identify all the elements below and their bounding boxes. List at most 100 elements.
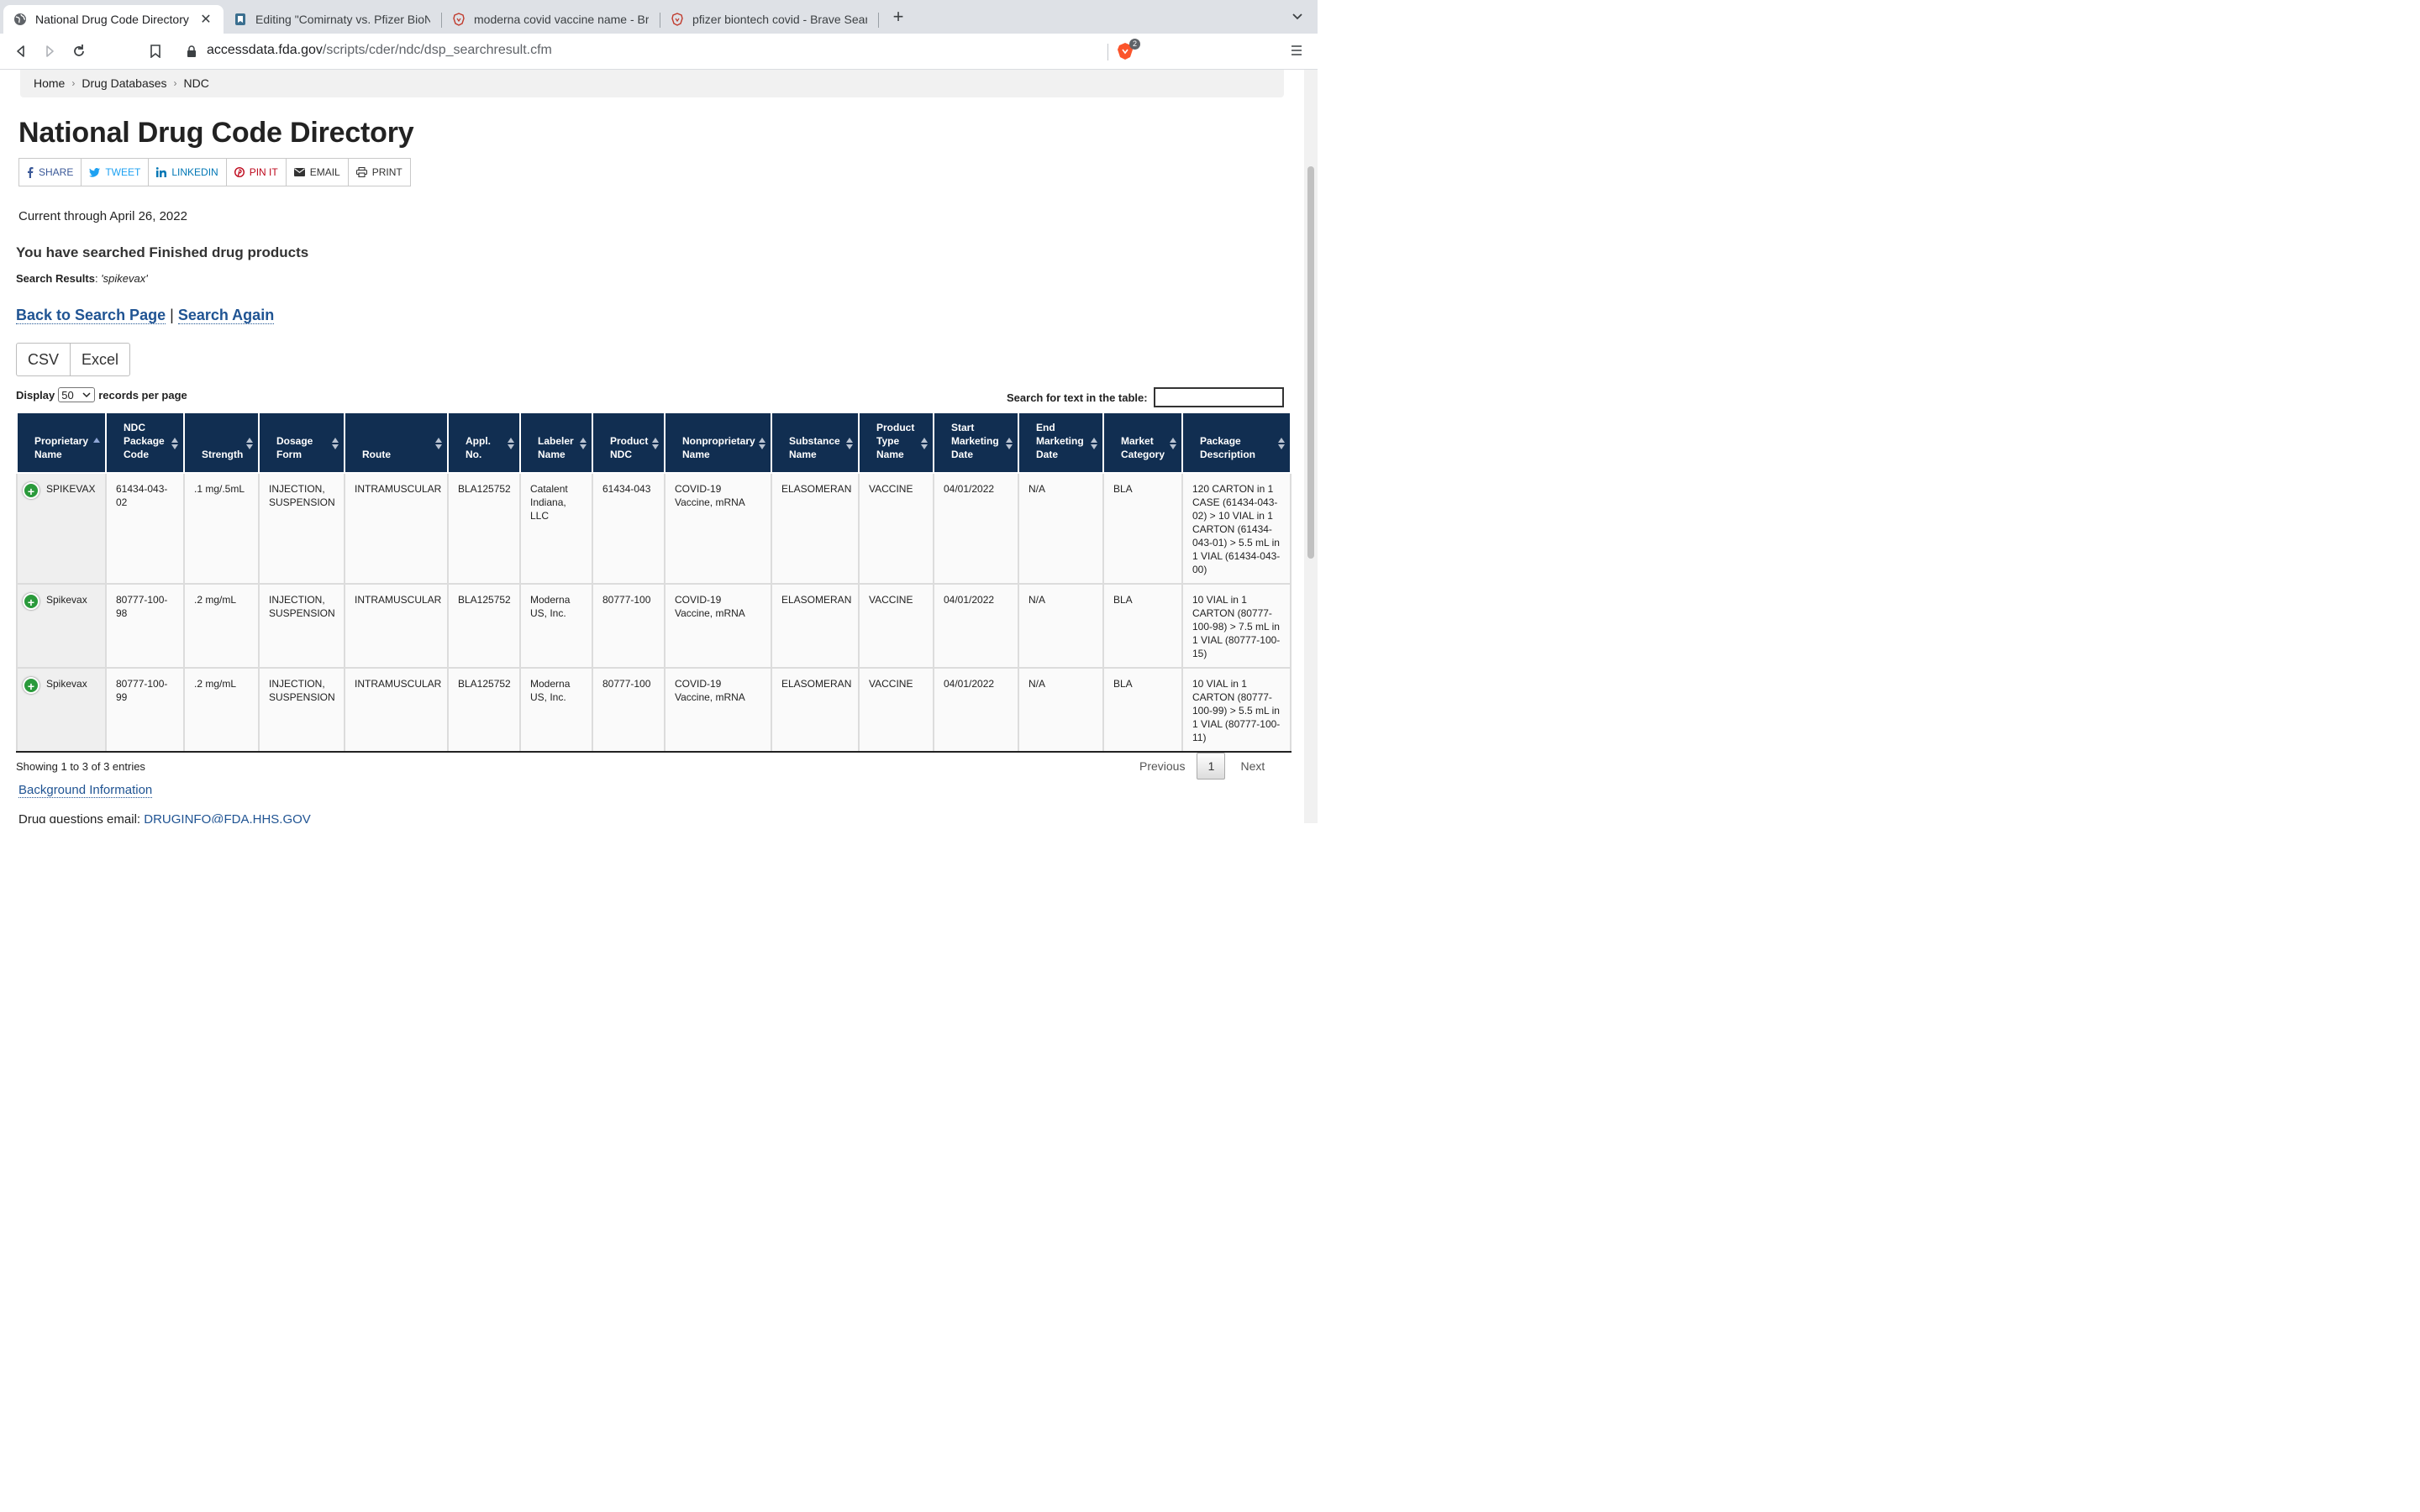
column-header-label: Market Category: [1121, 435, 1165, 460]
tab-editing[interactable]: Editing "Comirnaty vs. Pfizer BioNTech: [224, 5, 440, 34]
table-cell: .1 mg/.5mL: [183, 472, 260, 585]
table-row: + Spikevax 80777-100-99.2 mg/mL INJECTION, …: [16, 667, 1292, 753]
table-cell: BLA: [1102, 472, 1183, 585]
sort-icon: [580, 438, 587, 449]
column-header-nonproprietary-name[interactable]: Nonproprietary Name: [664, 412, 772, 474]
page-1-button[interactable]: 1: [1197, 753, 1226, 780]
bookmark-button[interactable]: [146, 42, 165, 60]
column-header-labeler-name[interactable]: Labeler Name: [519, 412, 593, 474]
tab-search-chevron-icon[interactable]: [1290, 10, 1305, 25]
table-cell: ELASOMERAN: [771, 667, 860, 753]
column-header-package-description[interactable]: Package Description: [1181, 412, 1292, 474]
table-cell: Moderna US, Inc.: [519, 667, 593, 753]
excel-button[interactable]: Excel: [70, 344, 129, 375]
column-header-route[interactable]: Route: [344, 412, 449, 474]
search-again-link[interactable]: Search Again: [177, 307, 275, 324]
column-header-label: Proprietary Name: [34, 435, 89, 460]
column-header-label: Labeler Name: [538, 435, 574, 460]
scrollbar-thumb[interactable]: [1307, 166, 1314, 559]
table-cell: BLA125752: [447, 583, 521, 669]
menu-icon[interactable]: [1290, 44, 1305, 57]
shields-count-badge: 2: [1129, 39, 1140, 50]
column-header-product-ndc[interactable]: Product NDC: [592, 412, 666, 474]
column-header-market-category[interactable]: Market Category: [1102, 412, 1183, 474]
print-button[interactable]: PRINT: [349, 159, 410, 186]
next-page-button[interactable]: Next: [1240, 759, 1265, 773]
table-search-input[interactable]: [1153, 387, 1284, 407]
new-tab-button[interactable]: +: [892, 6, 904, 27]
sort-icon: [332, 438, 339, 449]
url-path: /scripts/cder/ndc/dsp_searchresult.cfm: [322, 43, 552, 57]
share-twitter-button[interactable]: TWEET: [82, 159, 150, 186]
sort-icon: [1170, 438, 1176, 449]
share-toolbar: SHARE TWEET LINKEDIN PIN IT EMAIL PRINT: [18, 158, 411, 186]
forward-button[interactable]: [40, 42, 59, 60]
url-host: accessdata.fda.gov: [207, 43, 323, 57]
email-label: Drug questions email:: [18, 812, 141, 823]
column-header-end-marketing-date[interactable]: End Marketing Date: [1018, 412, 1104, 474]
brave-shields-icon[interactable]: [1116, 42, 1134, 60]
background-information-link[interactable]: Background Information: [18, 783, 153, 798]
back-to-search-link[interactable]: Back to Search Page: [16, 307, 166, 324]
export-buttons: CSV Excel: [16, 343, 131, 376]
table-cell: COVID-19 Vaccine, mRNA: [664, 667, 772, 753]
table-search-label: Search for text in the table:: [1007, 391, 1148, 404]
share-linkedin-button[interactable]: LINKEDIN: [149, 159, 227, 186]
search-results-summary: Search Results: 'spikevax': [16, 272, 148, 285]
table-cell: Moderna US, Inc.: [519, 583, 593, 669]
address-bar[interactable]: accessdata.fda.gov/scripts/cder/ndc/dsp_…: [176, 38, 1143, 65]
table-cell: INJECTION, SUSPENSION: [258, 583, 345, 669]
results-table: Proprietary Name NDC Package Code Strength…: [16, 412, 1292, 753]
breadcrumb-ndc[interactable]: NDC: [183, 76, 209, 90]
share-label: TWEET: [105, 166, 141, 178]
column-header-ndc-package-code[interactable]: NDC Package Code: [105, 412, 185, 474]
reload-button[interactable]: [70, 42, 88, 60]
proprietary-name-text: SPIKEVAX: [46, 483, 96, 495]
table-cell: INTRAMUSCULAR: [344, 667, 449, 753]
forward-arrow-icon: [46, 45, 54, 57]
pinterest-icon: [234, 167, 245, 177]
search-query: 'spikevax': [101, 272, 148, 285]
tab-pfizer-search[interactable]: pfizer biontech covid - Brave Search: [660, 5, 877, 34]
searched-heading: You have searched Finished drug products: [16, 244, 309, 260]
tab-label: moderna covid vaccine name - Brave Searc…: [474, 13, 649, 26]
breadcrumb: Home › Drug Databases › NDC: [20, 70, 1284, 97]
current-through-text: Current through April 26, 2022: [18, 209, 187, 223]
expand-row-plus-icon[interactable]: +: [23, 593, 39, 610]
page-scrollbar[interactable]: [1304, 70, 1318, 823]
share-email-button[interactable]: EMAIL: [287, 159, 349, 186]
column-header-start-marketing-date[interactable]: Start Marketing Date: [933, 412, 1019, 474]
table-cell: 61434-043: [592, 472, 666, 585]
share-facebook-button[interactable]: SHARE: [19, 159, 82, 186]
reload-icon: [74, 45, 84, 56]
address-divider: [1107, 44, 1108, 60]
druginfo-email-link[interactable]: DRUGINFO@FDA.HHS.GOV: [144, 812, 311, 823]
column-header-substance-name[interactable]: Substance Name: [771, 412, 860, 474]
close-icon[interactable]: ✕: [200, 13, 212, 27]
expand-row-plus-icon[interactable]: +: [23, 677, 39, 694]
records-per-page-select[interactable]: 50: [58, 387, 96, 402]
table-cell: N/A: [1018, 667, 1104, 753]
column-header-strength[interactable]: Strength: [183, 412, 260, 474]
breadcrumb-home[interactable]: Home: [34, 76, 66, 90]
expand-row-plus-icon[interactable]: +: [23, 482, 39, 499]
share-label: PRINT: [371, 166, 402, 178]
table-cell: INTRAMUSCULAR: [344, 583, 449, 669]
csv-button[interactable]: CSV: [28, 350, 60, 368]
share-pinterest-button[interactable]: PIN IT: [227, 159, 287, 186]
table-cell: BLA125752: [447, 667, 521, 753]
previous-page-button[interactable]: Previous: [1139, 759, 1186, 773]
column-header-product-type-name[interactable]: Product Type Name: [858, 412, 934, 474]
tab-ndc-directory[interactable]: National Drug Code Directory ✕: [3, 5, 224, 34]
column-header-label: Route: [362, 449, 391, 460]
back-button[interactable]: [12, 42, 30, 60]
column-header-appl-no[interactable]: Appl. No.: [447, 412, 521, 474]
page-title: National Drug Code Directory: [18, 117, 414, 149]
table-cell: ELASOMERAN: [771, 472, 860, 585]
cell-proprietary-name: + SPIKEVAX: [16, 472, 107, 585]
column-header-dosage-form[interactable]: Dosage Form: [258, 412, 345, 474]
sort-icon: [1006, 438, 1013, 449]
tab-moderna-search[interactable]: moderna covid vaccine name - Brave Searc…: [442, 5, 659, 34]
breadcrumb-drug-databases[interactable]: Drug Databases: [82, 76, 167, 90]
column-header-proprietary-name[interactable]: Proprietary Name: [16, 412, 107, 474]
